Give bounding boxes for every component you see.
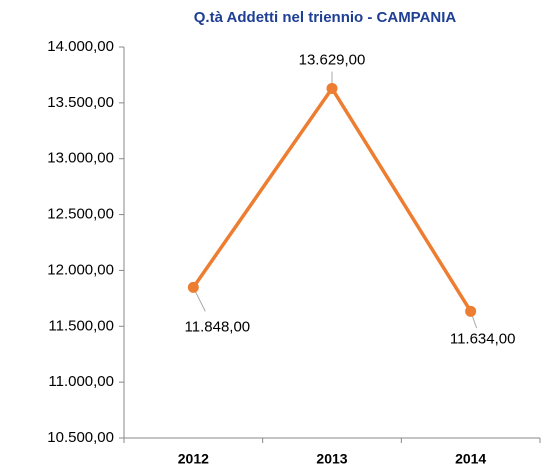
y-tick-label: 11.000,00 bbox=[48, 373, 114, 390]
marker bbox=[187, 281, 199, 293]
y-tick-label: 13.500,00 bbox=[47, 94, 114, 111]
y-tick-label: 12.000,00 bbox=[47, 261, 114, 278]
y-tick-label: 12.500,00 bbox=[47, 206, 114, 223]
line bbox=[191, 86, 473, 313]
y-tick-label: 10.500,00 bbox=[47, 429, 114, 446]
data-label: 11.634,00 bbox=[450, 330, 516, 347]
y-tick-label: 13.000,00 bbox=[47, 150, 114, 167]
x-tick-label: 2013 bbox=[316, 451, 347, 467]
y-tick-label: 14.000,00 bbox=[47, 38, 114, 55]
marker bbox=[326, 82, 338, 94]
data-label: 11.848,00 bbox=[185, 318, 251, 335]
x-tick-label: 2014 bbox=[455, 451, 486, 467]
data-label: 13.629,00 bbox=[299, 51, 366, 68]
chart-title: Q.tà Addetti nel triennio - CAMPANIA bbox=[194, 9, 457, 26]
x-tick-label: 2012 bbox=[178, 451, 209, 467]
marker bbox=[465, 305, 477, 317]
y-tick-label: 11.500,00 bbox=[48, 317, 114, 334]
